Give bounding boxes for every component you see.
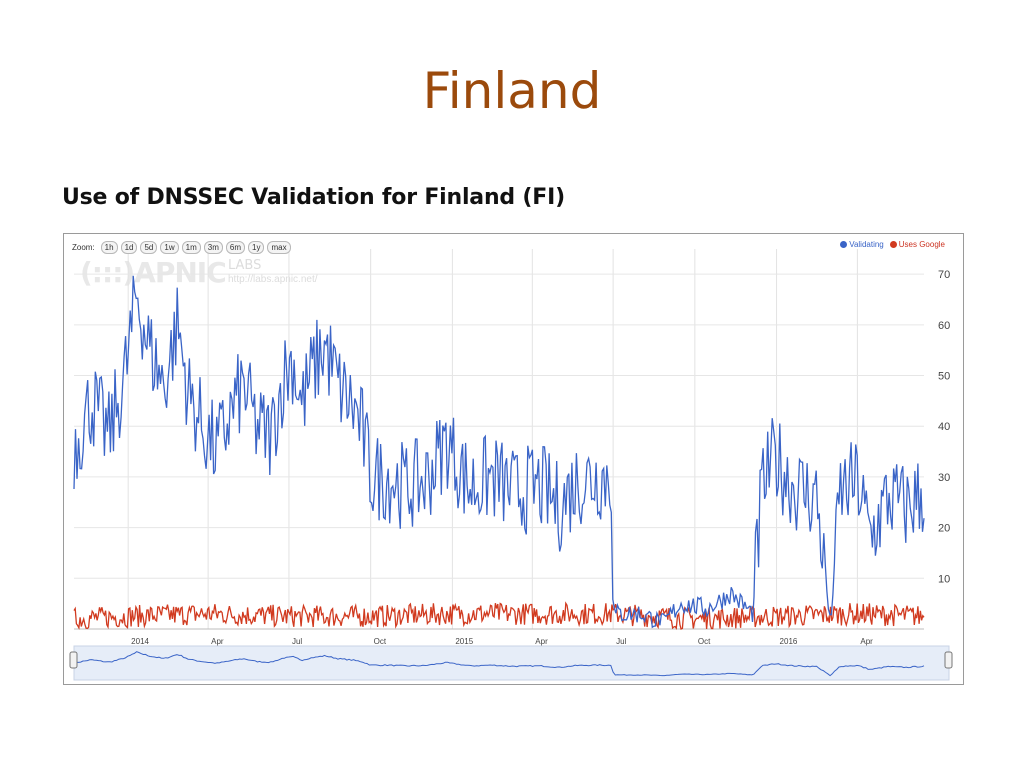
y-tick-label: 20 [938,523,950,535]
y-tick-label: 70 [938,269,950,281]
y-tick-label: 50 [938,371,950,383]
y-tick-label: 40 [938,421,950,433]
chart-legend: Validating Uses Google [840,240,945,249]
chart-plot: 20142014AprAprJulJulOctOct20152015AprApr… [69,249,953,681]
legend-label-validating: Validating [849,240,884,249]
zoom-1h-button[interactable]: 1h [100,240,118,254]
x-tick-label: Apr [535,637,548,646]
series-line-validating [73,275,925,629]
legend-item-validating[interactable]: Validating [840,240,884,249]
x-tick-label: Jul [292,637,302,646]
x-tick-label: Jul [616,637,626,646]
zoom-5d-button[interactable]: 5d [140,240,158,254]
apnic-logo: (:::)APNIC [80,256,227,289]
y-tick-label: 60 [938,320,950,332]
x-tick-label: Apr [211,637,224,646]
zoom-6m-button[interactable]: 6m [225,240,245,254]
apnic-url-text: http://labs.apnic.net/ [228,274,318,285]
zoom-controls: Zoom: 1h 1d 5d 1w 1m 3m 6m 1y max [72,240,291,254]
x-tick-label: 2016 [780,637,798,646]
navigator-area [73,645,950,681]
x-tick-label: 2014 [131,637,149,646]
x-tick-label: Oct [698,637,711,646]
y-tick-label: 10 [938,573,950,585]
apnic-labs-text: LABS [228,258,262,273]
navigator-right-handle [944,651,953,669]
navigator-left-handle [69,651,78,669]
x-tick-label: Oct [374,637,387,646]
slide-title: Finland [422,62,602,120]
zoom-1d-button[interactable]: 1d [120,240,138,254]
series-line-uses-google [73,601,925,631]
zoom-label: Zoom: [72,242,95,252]
zoom-1w-button[interactable]: 1w [160,240,179,254]
zoom-3m-button[interactable]: 3m [203,240,223,254]
zoom-max-button[interactable]: max [267,240,291,254]
zoom-1m-button[interactable]: 1m [181,240,201,254]
legend-label-google: Uses Google [898,240,945,249]
legend-item-google[interactable]: Uses Google [889,240,945,249]
validating-dot-icon [840,241,848,248]
x-tick-label: 2015 [455,637,473,646]
apnic-watermark: (:::)APNIC LABS http://labs.apnic.net/ [80,256,318,289]
navigator-validating-line [73,651,925,677]
google-dot-icon [889,241,897,248]
x-tick-label: Apr [860,637,873,646]
zoom-1y-button[interactable]: 1y [248,240,265,254]
chart-heading: Use of DNSSEC Validation for Finland (FI… [62,185,565,210]
y-tick-label: 30 [938,472,950,484]
chart-container: (:::)APNIC LABS http://labs.apnic.net/ 2… [63,233,964,685]
